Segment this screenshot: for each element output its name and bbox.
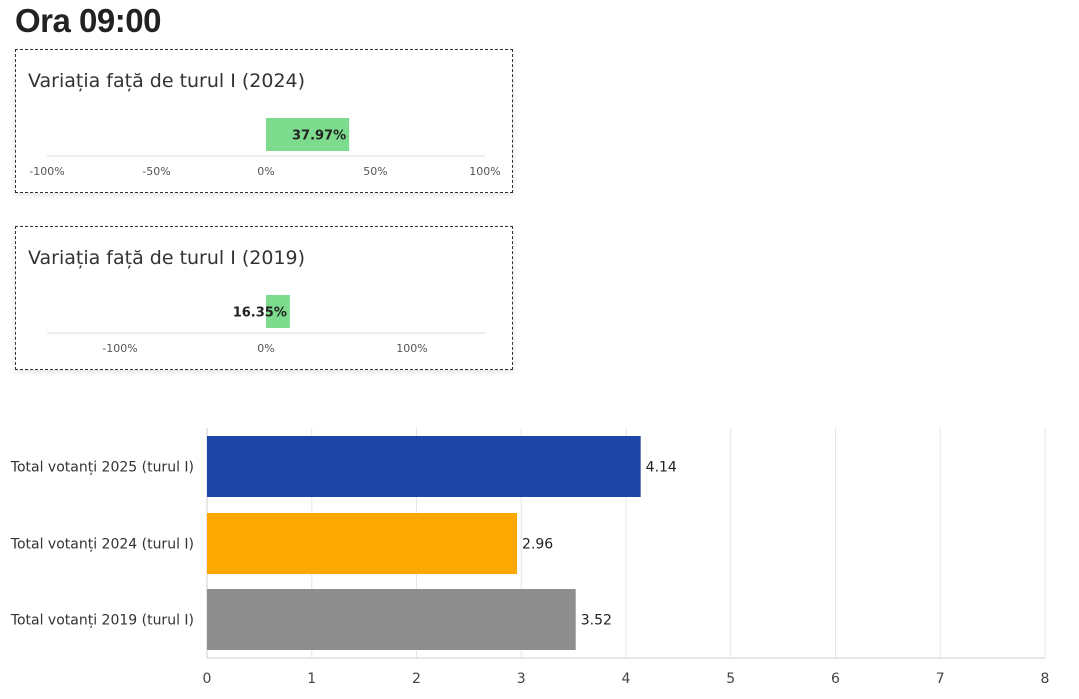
x-tick-label: 3 [517, 671, 526, 687]
variation-2019-tick-label: 0% [257, 342, 274, 355]
x-tick-label: 7 [936, 671, 945, 687]
x-tick-label: 1 [307, 671, 316, 687]
variation-2019-tick-label: -100% [102, 342, 137, 355]
variation-2024-tick-label: -50% [142, 165, 170, 178]
variation-2024-value-label: 37.97% [292, 129, 346, 144]
variation-2024-tick-label: 50% [363, 165, 387, 178]
x-tick-label: 4 [622, 671, 631, 687]
variation-2024-title: Variația față de turul I (2024) [28, 70, 306, 92]
bar [207, 589, 576, 650]
variation-2019-title: Variația față de turul I (2019) [28, 247, 306, 269]
variation-2024-tick-label: 100% [469, 165, 500, 178]
x-tick-label: 8 [1041, 671, 1050, 687]
x-tick-label: 0 [203, 671, 212, 687]
variation-2019-chart: -100% 0% 100% 16.35% [47, 295, 485, 355]
total-voters-chart: 0 1 2 3 4 5 6 7 8 4.14 Total votanți 2025 (turul I… [10, 428, 1050, 687]
x-tick-label: 2 [412, 671, 421, 687]
category-label: Total votanți 2025 (turul I) [10, 460, 194, 476]
variation-2024-chart: -100% -50% 0% 50% 100% 37.97% [29, 118, 501, 178]
category-label: Total votanți 2024 (turul I) [10, 537, 194, 553]
category-label: Total votanți 2019 (turul I) [10, 613, 194, 629]
page-title: Ora 09:00 [15, 2, 161, 39]
variation-2024-card: Variația față de turul I (2024) -100% -50… [15, 49, 513, 193]
variation-2024-tick-label: -100% [29, 165, 64, 178]
bar [207, 513, 518, 574]
variation-2019-tick-label: 100% [396, 342, 427, 355]
bar-value-label: 4.14 [646, 460, 677, 476]
x-tick-label: 5 [726, 671, 735, 687]
bar-value-label: 3.52 [581, 613, 612, 629]
bar [207, 436, 641, 497]
variation-2019-value-label: 16.35% [233, 306, 287, 321]
variation-2024-bar [266, 118, 350, 151]
variation-2024-tick-label: 0% [257, 165, 274, 178]
bar-value-label: 2.96 [522, 537, 553, 553]
variation-2019-bar [266, 295, 290, 328]
x-tick-label: 6 [831, 671, 840, 687]
variation-2019-card: Variația față de turul I (2019) -100% 0% 1… [15, 226, 513, 370]
